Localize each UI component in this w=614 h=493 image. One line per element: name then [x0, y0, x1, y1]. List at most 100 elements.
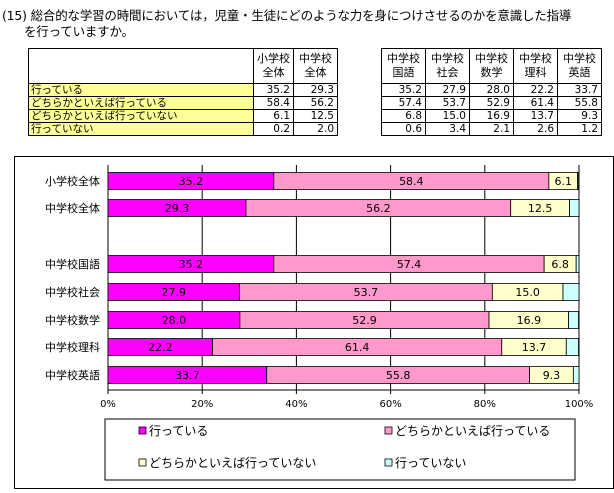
data-label: 22.2 [148, 341, 173, 354]
header-text: 中学校 数学 [475, 52, 508, 79]
table-cell: 27.9 [425, 83, 470, 97]
table-cell: 55.8 [557, 96, 602, 110]
header-text: 小学校 全体 [257, 52, 290, 79]
table-row: どちらかといえば行っていない 6.1 12.5 6.8 15.0 16.9 13… [28, 109, 602, 123]
header-text: 中学校 英語 [563, 52, 596, 79]
legend-swatch [384, 426, 393, 435]
bar-segment [562, 283, 580, 301]
header-text: 中学校 全体 [299, 52, 332, 79]
data-label: 13.7 [522, 341, 547, 354]
table-cell: 6.1 [253, 109, 294, 123]
table-gap [337, 83, 382, 97]
row-label: 行っていない [28, 122, 254, 136]
x-tick-label: 20% [191, 399, 213, 410]
table-cell: 2.6 [513, 122, 558, 136]
table-header: 中学校 国語 [381, 48, 426, 84]
table-cell: 61.4 [513, 96, 558, 110]
question-text: (15) 総合的な学習の時間においては，児童・生徒にどのような力を身につけさせる… [2, 8, 612, 40]
data-label: 33.7 [175, 369, 200, 382]
x-tick-label: 100% [565, 399, 594, 410]
table-cell: 3.4 [425, 122, 470, 136]
legend-swatch [138, 458, 147, 467]
table-cell: 35.2 [253, 83, 294, 97]
table-gap [337, 122, 382, 136]
question-line-2: を行っていますか。 [24, 24, 134, 39]
header-text: 中学校 国語 [387, 52, 420, 79]
legend-swatch [384, 458, 393, 467]
table-cell: 35.2 [381, 83, 426, 97]
bar-segment [572, 366, 580, 384]
table-header: 小学校 全体 [253, 48, 294, 84]
data-label: 27.9 [161, 286, 186, 299]
bar-segment [577, 172, 579, 190]
table-gap [337, 96, 382, 110]
table-cell: 53.7 [425, 96, 470, 110]
header-text: 中学校 社会 [431, 52, 464, 79]
data-label: 52.9 [352, 314, 377, 327]
table-cell: 6.8 [381, 109, 426, 123]
table-cell: 52.9 [469, 96, 514, 110]
bar-segment [575, 255, 580, 273]
table-cell: 16.9 [469, 109, 514, 123]
data-label: 55.8 [386, 369, 411, 382]
data-label: 53.7 [354, 286, 379, 299]
data-label: 28.0 [162, 314, 187, 327]
table-cell: 33.7 [557, 83, 602, 97]
row-label: どちらかといえば行っている [28, 96, 254, 110]
table-cell: 9.3 [557, 109, 602, 123]
table-row: 行っていない 0.2 2.0 0.6 3.4 2.1 2.6 1.2 [28, 122, 602, 136]
table-cell: 56.2 [293, 96, 338, 110]
category-label: 中学校国語 [45, 257, 100, 271]
table-cell: 29.3 [293, 83, 338, 97]
data-label: 16.9 [517, 314, 542, 327]
legend-box [104, 418, 576, 481]
data-label: 61.4 [345, 341, 370, 354]
table-row: どちらかといえば行っている 58.4 56.2 57.4 53.7 52.9 6… [28, 96, 602, 110]
data-label: 58.4 [399, 175, 424, 188]
table-header: 中学校 理科 [513, 48, 558, 84]
legend-label: 行っている [149, 424, 208, 438]
table-row: 行っている 35.2 29.3 35.2 27.9 28.0 22.2 33.7 [28, 83, 602, 97]
bar-segment [568, 311, 579, 329]
table-header: 中学校 数学 [469, 48, 514, 84]
data-table: 小学校 全体 中学校 全体 中学校 国語 中学校 社会 中学校 数学 中学校 理… [28, 48, 602, 136]
category-label: 中学校英語 [45, 368, 100, 382]
data-label: 6.1 [554, 175, 572, 188]
x-tick-label: 60% [379, 399, 401, 410]
x-tick-label: 0% [100, 399, 116, 410]
table-cell: 0.2 [253, 122, 294, 136]
bar-segment [565, 338, 579, 356]
table-cell: 2.1 [469, 122, 514, 136]
legend-label: どちらかといえば行っていない [149, 456, 316, 470]
table-header-row: 小学校 全体 中学校 全体 中学校 国語 中学校 社会 中学校 数学 中学校 理… [28, 48, 602, 84]
stacked-bar-chart: 0% 20% 40% 60% 80% 100% 小学校全体 35.2 58.4 6.1 中学校全体 2… [45, 165, 594, 481]
table-cell: 15.0 [425, 109, 470, 123]
table-cell: 57.4 [381, 96, 426, 110]
row-label: どちらかといえば行っていない [28, 109, 254, 123]
bar-segment [569, 199, 580, 217]
data-label: 9.3 [543, 369, 561, 382]
table-cell: 22.2 [513, 83, 558, 97]
table-gap [337, 109, 382, 123]
table-header: 中学校 社会 [425, 48, 470, 84]
table-header: 中学校 全体 [293, 48, 338, 84]
data-label: 35.2 [179, 175, 204, 188]
category-label: 中学校社会 [45, 285, 100, 299]
table-cell: 58.4 [253, 96, 294, 110]
table-gap [337, 48, 382, 84]
data-label: 56.2 [366, 202, 391, 215]
data-label: 12.5 [528, 202, 553, 215]
table-cell: 1.2 [557, 122, 602, 136]
legend-label: 行っていない [395, 456, 466, 470]
category-label: 中学校全体 [45, 201, 100, 215]
category-label: 中学校数学 [45, 313, 100, 327]
data-label: 57.4 [397, 258, 422, 271]
chart-frame: 0% 20% 40% 60% 80% 100% 小学校全体 35.2 58.4 6.1 中学校全体 2… [14, 156, 614, 489]
table-cell: 28.0 [469, 83, 514, 97]
table-cell: 13.7 [513, 109, 558, 123]
legend-swatch [138, 426, 147, 435]
data-label: 6.8 [551, 258, 569, 271]
header-text: 中学校 理科 [519, 52, 552, 79]
legend-label: どちらかといえば行っている [395, 424, 550, 438]
category-label: 中学校理科 [45, 340, 100, 354]
